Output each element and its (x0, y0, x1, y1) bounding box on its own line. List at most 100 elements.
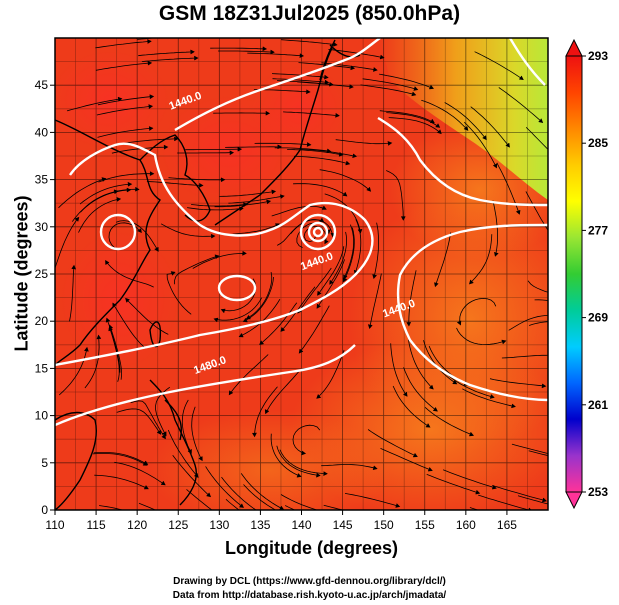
streamline (444, 102, 487, 140)
streamline (224, 223, 280, 236)
streamline-arrow (214, 254, 220, 259)
streamline-arrow (558, 314, 562, 318)
streamline-arrow (493, 163, 498, 169)
streamline-arrow (71, 264, 76, 270)
colorbar-tick-label: 261 (588, 398, 608, 412)
streamline (297, 267, 332, 314)
streamline-arrow (149, 517, 153, 521)
y-tick-label: 25 (35, 267, 49, 281)
streamline (228, 195, 284, 204)
y-tick-label: 35 (35, 173, 49, 187)
streamline-arrow (220, 177, 226, 183)
streamline (456, 327, 506, 346)
streamline-arrow (338, 152, 344, 157)
streamline (462, 388, 516, 407)
streamline-arrow (379, 54, 385, 60)
streamline (511, 443, 548, 454)
streamline-arrow (147, 60, 153, 66)
streamline (442, 469, 497, 489)
streamline-arrow (551, 236, 555, 240)
streamline (218, 50, 275, 53)
streamline-arrow (242, 251, 247, 256)
streamline (508, 314, 548, 331)
streamline-arrow (198, 456, 203, 462)
streamline-arrow (538, 118, 544, 124)
streamline-arrow (105, 317, 111, 323)
streamline-arrow (520, 521, 524, 525)
streamline-arrow (105, 259, 110, 265)
streamline (97, 127, 153, 138)
streamline-arrow (316, 472, 321, 478)
streamline (380, 448, 433, 471)
streamline-arrow (469, 279, 474, 285)
streamline (426, 474, 480, 494)
streamline-arrow (188, 33, 192, 37)
x-tick-label: 150 (374, 518, 394, 532)
streamline-arrow (475, 490, 481, 495)
streamline-arrow (561, 164, 565, 168)
streamline (191, 203, 248, 207)
streamline (138, 502, 157, 510)
streamline-arrow (463, 126, 469, 131)
y-tick-label: 15 (35, 361, 49, 375)
streamline-arrow (298, 348, 304, 354)
streamlines (55, 33, 565, 525)
streamline (114, 461, 166, 486)
streamline (321, 62, 377, 71)
streamline-arrow (220, 308, 226, 313)
colorbar-tick-label: 285 (588, 136, 608, 150)
streamline-arrow (321, 205, 327, 210)
streamline (259, 302, 298, 345)
streamline (141, 57, 198, 62)
streamline (276, 445, 320, 476)
streamline-arrow (74, 216, 80, 222)
colorbar-min-arrow (565, 491, 583, 510)
streamline (122, 138, 178, 145)
streamline (344, 493, 400, 507)
streamline-arrow (262, 46, 268, 52)
streamline (298, 62, 355, 69)
streamline-arrow (366, 187, 372, 192)
streamline-arrow (406, 321, 411, 327)
streamline-arrow (401, 216, 406, 221)
streamline-arrow (516, 210, 521, 215)
streamline (316, 349, 345, 399)
streamline (246, 271, 273, 320)
streamline (228, 354, 269, 395)
streamline (205, 466, 244, 508)
streamline-arrow (245, 315, 251, 320)
streamline (525, 127, 548, 151)
y-tick-label: 5 (41, 456, 48, 470)
streamline-arrow (210, 233, 216, 239)
streamline-arrow (229, 150, 235, 155)
streamline (168, 177, 225, 181)
streamline (293, 183, 347, 197)
streamline (71, 190, 118, 222)
streamline-arrow (554, 353, 558, 357)
streamline (390, 343, 408, 397)
streamline-arrow (239, 503, 244, 508)
streamline (489, 378, 546, 387)
streamline-arrow (279, 194, 285, 199)
streamline-arrow (148, 126, 154, 131)
x-tick-label: 120 (127, 518, 147, 532)
streamline (94, 474, 149, 490)
streamline-arrow (270, 49, 275, 55)
streamline-arrow (511, 403, 516, 409)
streamline (243, 276, 274, 322)
streamline (287, 149, 343, 156)
streamline (106, 318, 121, 373)
streamline (95, 62, 152, 71)
streamline (115, 220, 159, 252)
streamline-arrow (228, 390, 234, 396)
streamline-arrow (433, 407, 438, 412)
streamline (214, 297, 263, 321)
streamline (343, 224, 355, 279)
streamline (58, 178, 106, 209)
streamline (240, 473, 284, 510)
streamline (373, 222, 379, 279)
streamline (116, 408, 161, 435)
streamline-arrow (349, 84, 354, 89)
streamline-arrow (194, 55, 199, 61)
y-axis: 0 5 10 15 20 25 30 35 40 45 (35, 78, 55, 517)
